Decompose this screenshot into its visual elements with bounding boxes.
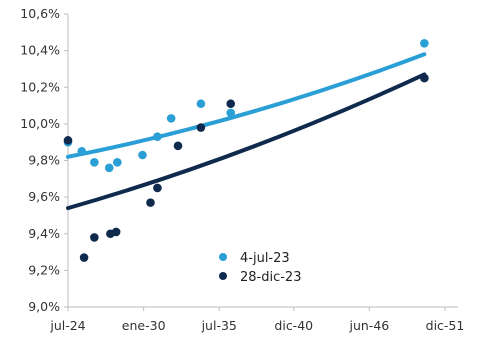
- data-point-series-2: [63, 136, 73, 145]
- data-point-series-2: [196, 123, 206, 132]
- data-point-series-1: [420, 39, 429, 48]
- data-point-series-2: [111, 227, 121, 237]
- legend-marker-series-1: [219, 253, 227, 261]
- data-point-series-1: [138, 150, 147, 160]
- data-point-series-1: [90, 158, 99, 167]
- data-point-series-2: [79, 253, 89, 262]
- data-point-series-2: [153, 183, 162, 193]
- y-tick-label: 9,6%: [28, 189, 60, 204]
- x-tick-labels: jul-24 ene-30 jul-35 dic-40 jun-46 dic-51: [49, 307, 464, 333]
- y-tick-label: 10,0%: [20, 116, 60, 131]
- y-tick-label: 9,4%: [28, 226, 60, 241]
- trend-line-series-1: [66, 52, 427, 159]
- x-tick-label: ene-30: [122, 318, 166, 333]
- legend-marker-series-2: [219, 272, 227, 280]
- data-point-series-1: [104, 163, 114, 173]
- legend: 4-jul-23 28-dic-23: [219, 251, 301, 285]
- y-tick-labels: 9,0% 9,2% 9,4% 9,6% 9,8% 10,0% 10,2% 10,4% 10,6%: [20, 6, 68, 314]
- x-tick-label: jun-46: [348, 318, 389, 333]
- data-point-series-1: [226, 108, 236, 118]
- y-tick-label: 10,6%: [20, 6, 60, 21]
- y-tick-label: 9,0%: [28, 299, 60, 314]
- trend-lines: [66, 52, 427, 211]
- y-tick-label: 10,2%: [20, 79, 60, 94]
- data-point-series-2: [226, 99, 236, 109]
- x-tick-label: jul-24: [49, 318, 85, 333]
- data-point-series-2: [420, 73, 429, 83]
- data-point-series-2: [173, 141, 183, 151]
- x-tick-label: jul-35: [201, 318, 237, 333]
- legend-label-series-2: 28-dic-23: [240, 270, 301, 285]
- data-point-series-1: [196, 99, 206, 109]
- data-point-series-1: [77, 147, 87, 156]
- y-tick-label: 10,4%: [20, 43, 60, 58]
- y-tick-label: 9,2%: [28, 262, 60, 277]
- data-point-series-1: [166, 114, 176, 123]
- x-tick-label: dic-51: [426, 318, 465, 333]
- trend-line-series-2: [66, 72, 427, 211]
- data-point-series-2: [90, 233, 99, 242]
- y-tick-label: 9,8%: [28, 153, 60, 168]
- x-tick-label: dic-40: [274, 318, 313, 333]
- data-points: [63, 39, 429, 262]
- data-point-series-1: [153, 132, 162, 141]
- data-point-series-2: [146, 198, 155, 207]
- legend-label-series-1: 4-jul-23: [240, 251, 290, 266]
- data-point-series-1: [113, 158, 122, 167]
